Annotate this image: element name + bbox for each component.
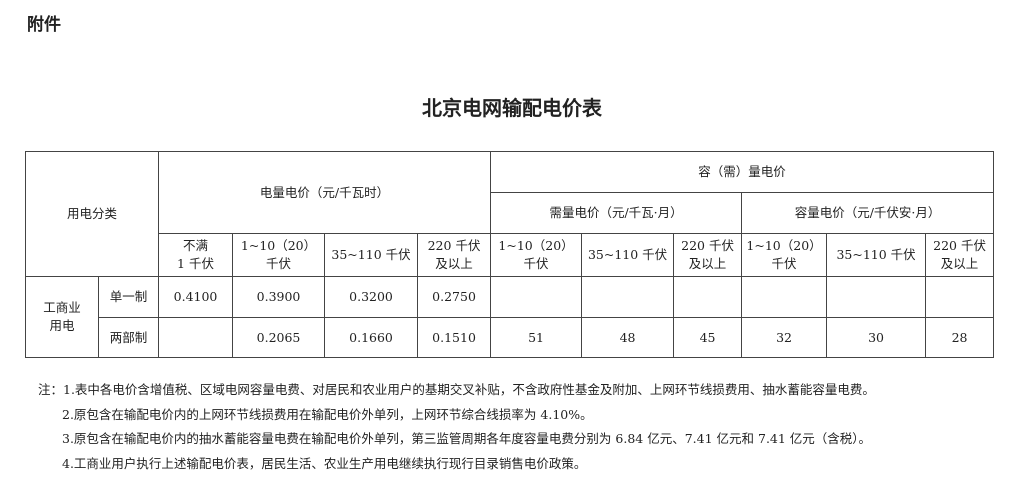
cell: 0.1510	[417, 317, 492, 358]
cell	[741, 276, 828, 318]
note-4: 4.工商业用户执行上述输配电价表，居民生活、农业生产用电继续执行现行目录销售电价…	[62, 455, 587, 471]
table-row: 工商业 用电 单一制 0.4100 0.3900 0.3200 0.2750	[25, 276, 995, 358]
table-row: 两部制 0.2065 0.1660 0.1510 51 48 45 32 30 …	[26, 317, 995, 358]
cell	[925, 276, 995, 318]
cell: 28	[925, 317, 995, 358]
voltage-col-header: 220 千伏 及以上	[673, 233, 743, 277]
category-header: 用电分类	[24, 151, 160, 277]
cell: 0.2750	[417, 276, 492, 318]
page-title: 北京电网输配电价表	[422, 96, 602, 120]
cell: 0.3200	[324, 276, 419, 318]
cell	[581, 276, 675, 318]
cell: 32	[741, 317, 828, 358]
note-1: 注：1.表中各电价含增值税、区域电网容量电费、对居民和农业用户的基期交叉补贴，不…	[38, 382, 875, 397]
voltage-col-header: 1~10（20） 千伏	[232, 233, 326, 277]
voltage-col-header: 220 千伏 及以上	[417, 233, 492, 277]
cell	[158, 317, 234, 358]
tariff-table: 用电分类 电量电价（元/千瓦时） 容（需）量电价 需量电价（元/千瓦·月） 容量…	[24, 151, 995, 358]
note-2: 2.原包含在输配电价内的上网环节线损费用在输配电价外单列，上网环节综合线损率为 …	[62, 406, 593, 422]
capacity-price-header: 容量电价（元/千伏安·月）	[741, 192, 995, 234]
cell	[490, 276, 583, 318]
cell: 51	[490, 317, 583, 358]
cell: 0.1660	[324, 317, 419, 358]
cell: 30	[826, 317, 927, 358]
group-label: 工商业 用电	[25, 276, 99, 358]
cell: 0.3900	[232, 276, 326, 318]
capacity-group-header: 容（需）量电价	[490, 151, 995, 193]
cell: 0.2065	[232, 317, 326, 358]
voltage-col-header: 220 千伏 及以上	[925, 233, 995, 277]
cell: 45	[673, 317, 743, 358]
row-label: 单一制	[97, 276, 160, 318]
voltage-col-header: 35~110 千伏	[826, 233, 927, 277]
demand-price-header: 需量电价（元/千瓦·月）	[490, 192, 743, 234]
cell	[826, 276, 927, 318]
voltage-col-header: 35~110 千伏	[324, 233, 419, 277]
cell	[673, 276, 743, 318]
attachment-label: 附件	[27, 15, 61, 35]
voltage-col-header: 35~110 千伏	[581, 233, 675, 277]
cell: 0.4100	[158, 276, 234, 318]
note-3: 3.原包含在输配电价内的抽水蓄能容量电费在输配电价外单列，第三监管周期各年度容量…	[62, 431, 872, 446]
notes: 注：1.表中各电价含增值税、区域电网容量电费、对居民和农业用户的基期交叉补贴，不…	[38, 378, 875, 476]
voltage-col-header: 1~10（20） 千伏	[490, 233, 583, 277]
energy-price-header: 电量电价（元/千瓦时）	[158, 151, 492, 234]
cell: 48	[581, 317, 675, 358]
voltage-col-header: 1~10（20） 千伏	[741, 233, 828, 277]
row-label: 两部制	[97, 317, 160, 358]
voltage-col-header: 不满 1 千伏	[158, 233, 234, 277]
